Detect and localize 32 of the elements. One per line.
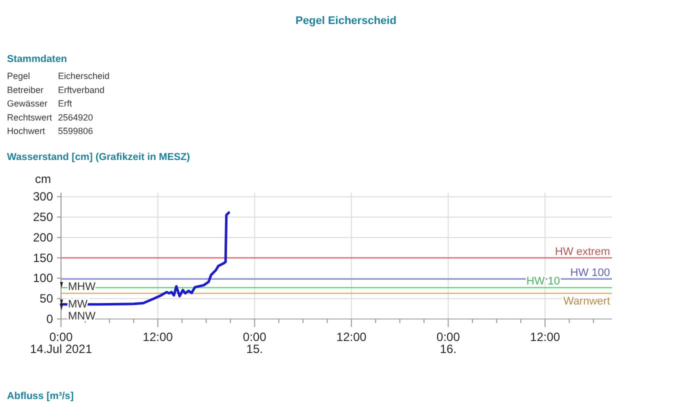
text: Betreiber <box>7 84 44 95</box>
y-tick-label: 100 <box>32 271 54 286</box>
text: Erftverband <box>58 84 105 95</box>
text: 5599806 <box>58 126 94 136</box>
chart-title: Pegel Eicherscheid <box>296 15 396 27</box>
chart-subtitle: Wasserstand [cm] (Grafikzeit in MESZ) <box>7 152 190 163</box>
text: Gewässer <box>7 98 48 109</box>
x-tick-label: 0:00 16. <box>436 330 460 356</box>
x-tick-label: 0:00 14.Jul 2021 <box>30 330 92 356</box>
y-tick-label: 200 <box>32 230 54 244</box>
text: Eicherscheid <box>58 71 110 81</box>
ref-line-label: Warnwert <box>563 295 610 308</box>
ref-line-label: HW 100 <box>570 267 610 280</box>
y-tick-label: 250 <box>32 210 54 224</box>
annotation: MNW <box>68 310 96 323</box>
x-tick-label: 12:00 <box>530 330 560 344</box>
x-tick-label: 12:00 <box>142 330 174 344</box>
text: Rechtswert <box>7 112 53 122</box>
text: Abfluss [m³/s] <box>7 391 74 402</box>
text: Pegel <box>7 71 30 81</box>
y-tick-label: 300 <box>32 190 54 204</box>
text: Stammdaten <box>7 54 68 65</box>
y-tick-label: 150 <box>32 250 54 265</box>
ref-line-label: HW extrem <box>555 246 610 258</box>
y-tick-label: 50 <box>40 292 54 306</box>
x-tick-label: 12:00 <box>336 330 367 344</box>
text: Hochwert <box>7 126 46 136</box>
y-tick-label: 0 <box>46 312 54 326</box>
text: 2564920 <box>58 112 94 122</box>
text: Erft <box>58 98 72 109</box>
y-axis-title: cm <box>35 172 51 186</box>
x-tick-label: 0:00 15. <box>242 330 267 356</box>
